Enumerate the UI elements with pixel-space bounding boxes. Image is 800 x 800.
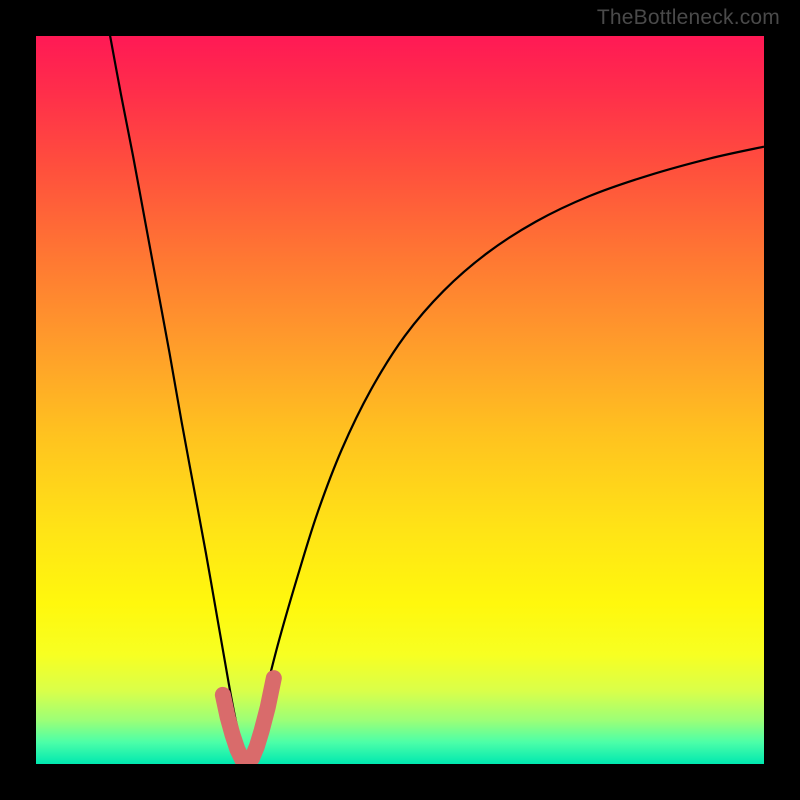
curve-left-branch — [109, 36, 245, 761]
watermark-text: TheBottleneck.com — [597, 6, 780, 30]
plot-area — [36, 36, 764, 764]
curve-layer — [36, 36, 764, 764]
curve-right-branch — [245, 147, 764, 761]
